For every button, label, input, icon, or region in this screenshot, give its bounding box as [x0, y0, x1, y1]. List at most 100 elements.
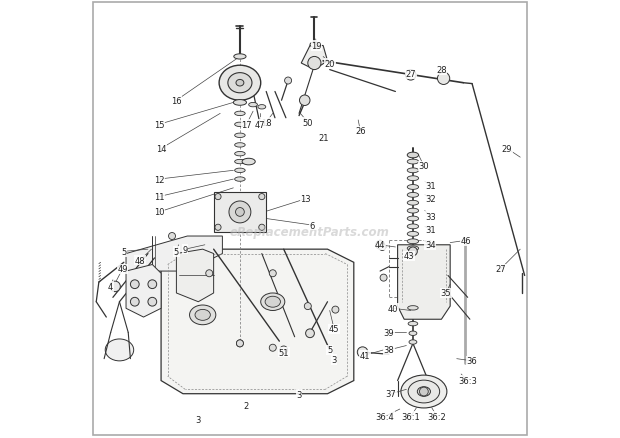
Ellipse shape: [234, 169, 245, 173]
Polygon shape: [161, 250, 354, 394]
Text: 31: 31: [425, 226, 436, 234]
Circle shape: [229, 201, 251, 223]
Text: 10: 10: [154, 208, 164, 217]
Text: 48: 48: [135, 256, 145, 265]
Circle shape: [130, 298, 139, 307]
Circle shape: [269, 270, 277, 277]
Text: 36:4: 36:4: [375, 412, 394, 421]
Circle shape: [405, 71, 416, 81]
Circle shape: [420, 387, 428, 396]
Ellipse shape: [234, 55, 246, 60]
Circle shape: [380, 275, 387, 282]
Text: 17: 17: [241, 120, 252, 130]
Circle shape: [169, 233, 175, 240]
Circle shape: [206, 270, 213, 277]
Text: 32: 32: [425, 195, 436, 204]
Ellipse shape: [407, 239, 419, 244]
Polygon shape: [177, 250, 214, 302]
Circle shape: [110, 282, 120, 292]
Text: 28: 28: [436, 66, 447, 75]
Ellipse shape: [408, 380, 440, 403]
Text: eReplacementParts.com: eReplacementParts.com: [230, 226, 390, 239]
Text: 47: 47: [254, 120, 265, 130]
Text: 9: 9: [182, 245, 188, 254]
Text: 5: 5: [327, 346, 332, 355]
Ellipse shape: [407, 217, 419, 221]
Ellipse shape: [219, 66, 261, 101]
Circle shape: [148, 298, 157, 307]
Circle shape: [379, 244, 386, 251]
Polygon shape: [126, 237, 223, 272]
Text: 36:3: 36:3: [458, 376, 477, 385]
Ellipse shape: [234, 143, 245, 148]
Text: 13: 13: [300, 195, 311, 204]
Ellipse shape: [407, 193, 419, 198]
Text: 34: 34: [425, 241, 436, 250]
Ellipse shape: [407, 153, 419, 159]
Ellipse shape: [407, 224, 419, 229]
Ellipse shape: [234, 177, 245, 182]
Circle shape: [299, 96, 310, 106]
Bar: [214, 193, 266, 232]
Text: 40: 40: [388, 304, 399, 313]
Text: 6: 6: [309, 221, 315, 230]
Text: 3: 3: [296, 390, 302, 399]
Text: 19: 19: [311, 42, 322, 51]
Ellipse shape: [190, 305, 216, 325]
Text: 44: 44: [375, 241, 386, 250]
Circle shape: [306, 329, 314, 338]
Ellipse shape: [234, 160, 245, 164]
Polygon shape: [126, 265, 161, 318]
Ellipse shape: [228, 74, 252, 94]
Ellipse shape: [409, 340, 417, 344]
Text: 5: 5: [122, 247, 126, 256]
Text: 43: 43: [403, 252, 414, 261]
Text: 36:2: 36:2: [428, 412, 446, 421]
Ellipse shape: [401, 375, 447, 408]
Text: 45: 45: [329, 325, 339, 334]
Polygon shape: [301, 46, 327, 71]
Polygon shape: [397, 245, 450, 319]
Ellipse shape: [249, 103, 257, 108]
Text: 39: 39: [384, 328, 394, 337]
Text: 46: 46: [460, 237, 471, 245]
Text: 35: 35: [440, 289, 451, 298]
Text: 27: 27: [405, 70, 416, 79]
Text: 50: 50: [303, 118, 313, 127]
Ellipse shape: [195, 310, 210, 321]
Circle shape: [308, 57, 321, 71]
Text: 5: 5: [174, 247, 179, 256]
Ellipse shape: [407, 232, 419, 237]
Text: 36:1: 36:1: [401, 412, 420, 421]
Ellipse shape: [265, 297, 280, 307]
Ellipse shape: [407, 169, 419, 173]
Text: 2: 2: [244, 402, 249, 410]
Text: 3: 3: [332, 355, 337, 364]
Circle shape: [215, 225, 221, 231]
Circle shape: [236, 340, 244, 347]
Circle shape: [130, 280, 139, 289]
Ellipse shape: [407, 185, 419, 190]
Text: 33: 33: [425, 212, 436, 221]
Ellipse shape: [407, 201, 419, 206]
Text: 36: 36: [467, 357, 477, 366]
Text: 38: 38: [383, 346, 394, 355]
Ellipse shape: [233, 100, 247, 106]
Circle shape: [409, 247, 417, 256]
Text: 37: 37: [386, 389, 396, 398]
Text: 20: 20: [324, 60, 335, 68]
Circle shape: [148, 280, 157, 289]
Ellipse shape: [234, 134, 245, 138]
Ellipse shape: [407, 209, 419, 214]
Ellipse shape: [310, 43, 319, 48]
Circle shape: [332, 307, 339, 314]
Ellipse shape: [409, 331, 417, 336]
Ellipse shape: [407, 160, 419, 165]
Circle shape: [285, 78, 291, 85]
Ellipse shape: [408, 321, 418, 326]
Ellipse shape: [234, 112, 245, 117]
Text: 29: 29: [502, 145, 512, 154]
Ellipse shape: [234, 152, 245, 156]
Text: 16: 16: [171, 96, 182, 106]
Text: 41: 41: [360, 351, 370, 360]
